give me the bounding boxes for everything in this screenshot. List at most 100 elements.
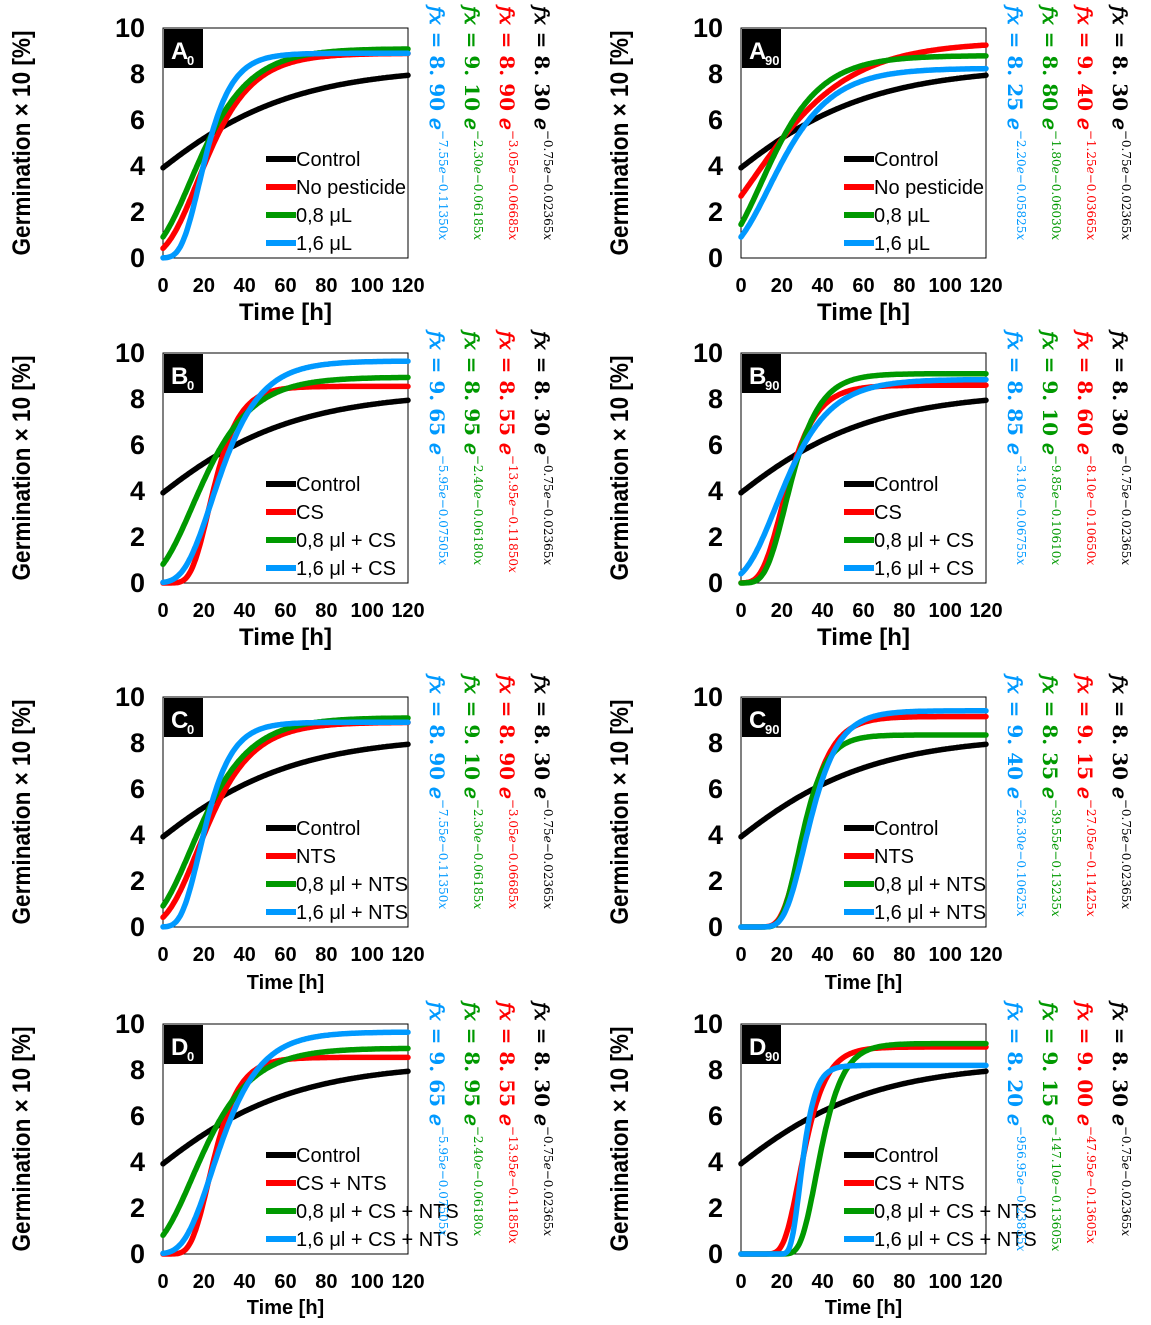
x-tick-label: 0: [157, 600, 168, 622]
y-tick-label: 6: [130, 430, 145, 460]
panel-label-text: C: [171, 707, 188, 734]
series-line-1-6-l: [738, 65, 989, 240]
fit-equations: 𝑓𝑥 = 8. 85 𝑒−3.10𝑒−0.06755𝑥 𝑓𝑥 = 9. 10 𝑒−…: [1003, 329, 1133, 565]
series-line-0-8-l-nts: [160, 715, 411, 909]
x-tick-label: 0: [735, 1271, 746, 1293]
x-tick-label: 0: [157, 944, 168, 966]
panel-label-text: D: [749, 1034, 766, 1061]
y-tick-label: 2: [708, 522, 723, 552]
fit-equation: 𝑓𝑥 = 8. 30 𝑒−0.75𝑒−0.02365𝑥: [530, 4, 555, 240]
y-tick-label: 2: [130, 1193, 145, 1223]
fit-equation: 𝑓𝑥 = 9. 40 𝑒−1.25𝑒−0.03665𝑥: [1073, 4, 1098, 240]
y-tick-label: 6: [708, 430, 723, 460]
legend: Control No pesticide 0,8 μL 1,6 μL: [266, 149, 406, 255]
fit-equation: 𝑓𝑥 = 8. 30 𝑒−0.75𝑒−0.02365𝑥: [1108, 1000, 1133, 1236]
x-tick-label: 120: [969, 944, 1002, 966]
y-tick-label: 10: [693, 1009, 723, 1039]
y-tick-label: 8: [130, 59, 145, 89]
legend-entry: 1,6 μL: [874, 233, 930, 255]
plot-frame: [162, 27, 409, 259]
y-tick-label: 2: [130, 197, 145, 227]
x-tick-label: 80: [315, 944, 337, 966]
y-tick-label: 0: [708, 243, 723, 273]
y-tick-label: 0: [708, 568, 723, 598]
y-tick-label: 4: [130, 820, 145, 850]
y-tick-label: 4: [708, 476, 723, 506]
x-tick-label: 100: [350, 275, 383, 297]
series-line-0-8-l: [738, 53, 989, 228]
y-tick-label: 10: [693, 338, 723, 368]
x-tick-label: 20: [193, 944, 215, 966]
series-line-control: [160, 397, 411, 496]
legend-entry: 0,8 μl + CS + NTS: [874, 1201, 1037, 1223]
legend-entry: 1,6 μl + CS: [296, 558, 396, 580]
y-axis-label: Germination × 10 [%]: [606, 31, 634, 256]
fit-equation: 𝑓𝑥 = 8. 90 𝑒−7.55𝑒−0.11350𝑥: [425, 673, 450, 909]
y-tick-label: 6: [708, 774, 723, 804]
fit-equation: 𝑓𝑥 = 9. 15 𝑒−147.10𝑒−0.13605𝑥: [1038, 1000, 1063, 1252]
x-tick-label: 40: [234, 275, 256, 297]
y-tick-label: 4: [130, 151, 145, 181]
plot-frame: [740, 27, 987, 259]
x-tick-label: 60: [274, 600, 296, 622]
y-tick-label: 6: [130, 105, 145, 135]
fit-equation: 𝑓𝑥 = 8. 55 𝑒−13.95𝑒−0.11850𝑥: [495, 329, 520, 573]
fit-equation: 𝑓𝑥 = 9. 10 𝑒−2.30𝑒−0.06185𝑥: [460, 673, 485, 909]
y-axis-label: Germination × 10 [%]: [606, 700, 634, 925]
fit-equations: 𝑓𝑥 = 8. 20 𝑒−956.95𝑒−0.23835𝑥 𝑓𝑥 = 9. 15 …: [1003, 1000, 1133, 1252]
legend-entry: CS: [296, 502, 324, 524]
panel-label: C0: [164, 698, 203, 737]
x-tick-label: 60: [274, 275, 296, 297]
series-line-1-6-l-cs-nts: [160, 1029, 411, 1257]
series-line-control: [738, 741, 989, 840]
x-tick-label: 20: [771, 600, 793, 622]
y-tick-label: 4: [708, 1147, 723, 1177]
panel-label-subscript: 0: [187, 722, 194, 737]
x-tick-label: 60: [852, 944, 874, 966]
y-tick-label: 4: [708, 820, 723, 850]
y-tick-label: 8: [708, 728, 723, 758]
fit-equation: 𝑓𝑥 = 8. 85 𝑒−3.10𝑒−0.06755𝑥: [1003, 329, 1028, 565]
x-tick-label: 120: [391, 600, 424, 622]
series-line-0-8-l-cs: [160, 374, 411, 568]
series-line-1-6-l-cs: [160, 358, 411, 586]
panel-label-subscript: 0: [187, 53, 194, 68]
x-tick-label: 20: [771, 944, 793, 966]
y-axis-label: Germination × 10 [%]: [8, 31, 36, 256]
legend: Control CS 0,8 μl + CS 1,6 μl + CS: [266, 474, 396, 580]
y-tick-label: 6: [708, 105, 723, 135]
panel-label-text: B: [749, 363, 766, 390]
legend-entry: No pesticide: [874, 177, 984, 199]
series-line-1-6-l-cs-nts: [738, 1062, 989, 1257]
x-tick-label: 60: [852, 600, 874, 622]
legend-entry: CS + NTS: [296, 1173, 387, 1195]
fit-equations: 𝑓𝑥 = 9. 40 𝑒−26.30𝑒−0.10625𝑥 𝑓𝑥 = 8. 35 𝑒…: [1003, 673, 1133, 917]
legend-entry: CS + NTS: [874, 1173, 965, 1195]
x-tick-label: 20: [771, 1271, 793, 1293]
x-tick-label: 80: [893, 600, 915, 622]
series-line-1-6-l-nts: [160, 719, 411, 930]
series-line-0-8-l-cs-nts: [160, 1045, 411, 1239]
fit-equation: 𝑓𝑥 = 8. 30 𝑒−0.75𝑒−0.02365𝑥: [1108, 673, 1133, 909]
y-tick-label: 0: [708, 912, 723, 942]
x-tick-label: 100: [928, 275, 961, 297]
x-tick-label: 120: [391, 275, 424, 297]
x-tick-label: 80: [315, 1271, 337, 1293]
fit-equations: 𝑓𝑥 = 8. 25 𝑒−2.20𝑒−0.05825𝑥 𝑓𝑥 = 8. 80 𝑒−…: [1003, 4, 1133, 240]
x-tick-label: 0: [157, 275, 168, 297]
x-tick-label: 40: [234, 600, 256, 622]
x-tick-label: 60: [852, 1271, 874, 1293]
x-tick-label: 40: [234, 944, 256, 966]
fit-equation: 𝑓𝑥 = 9. 40 𝑒−26.30𝑒−0.10625𝑥: [1003, 673, 1028, 917]
legend-entry: 0,8 μL: [874, 205, 930, 227]
y-tick-label: 8: [708, 1055, 723, 1085]
legend-entry: 1,6 μl + CS: [874, 558, 974, 580]
x-tick-label: 80: [893, 275, 915, 297]
y-axis-label: Germination × 10 [%]: [8, 1027, 36, 1252]
fit-equation: 𝑓𝑥 = 8. 30 𝑒−0.75𝑒−0.02365𝑥: [1108, 329, 1133, 565]
legend-entry: 1,6 μl + CS + NTS: [296, 1229, 459, 1251]
panel-label-text: A: [749, 38, 766, 65]
y-tick-label: 0: [130, 243, 145, 273]
fit-equation: 𝑓𝑥 = 9. 10 𝑒−9.85𝑒−0.10610𝑥: [1038, 329, 1063, 565]
panel-label: D0: [164, 1025, 203, 1064]
